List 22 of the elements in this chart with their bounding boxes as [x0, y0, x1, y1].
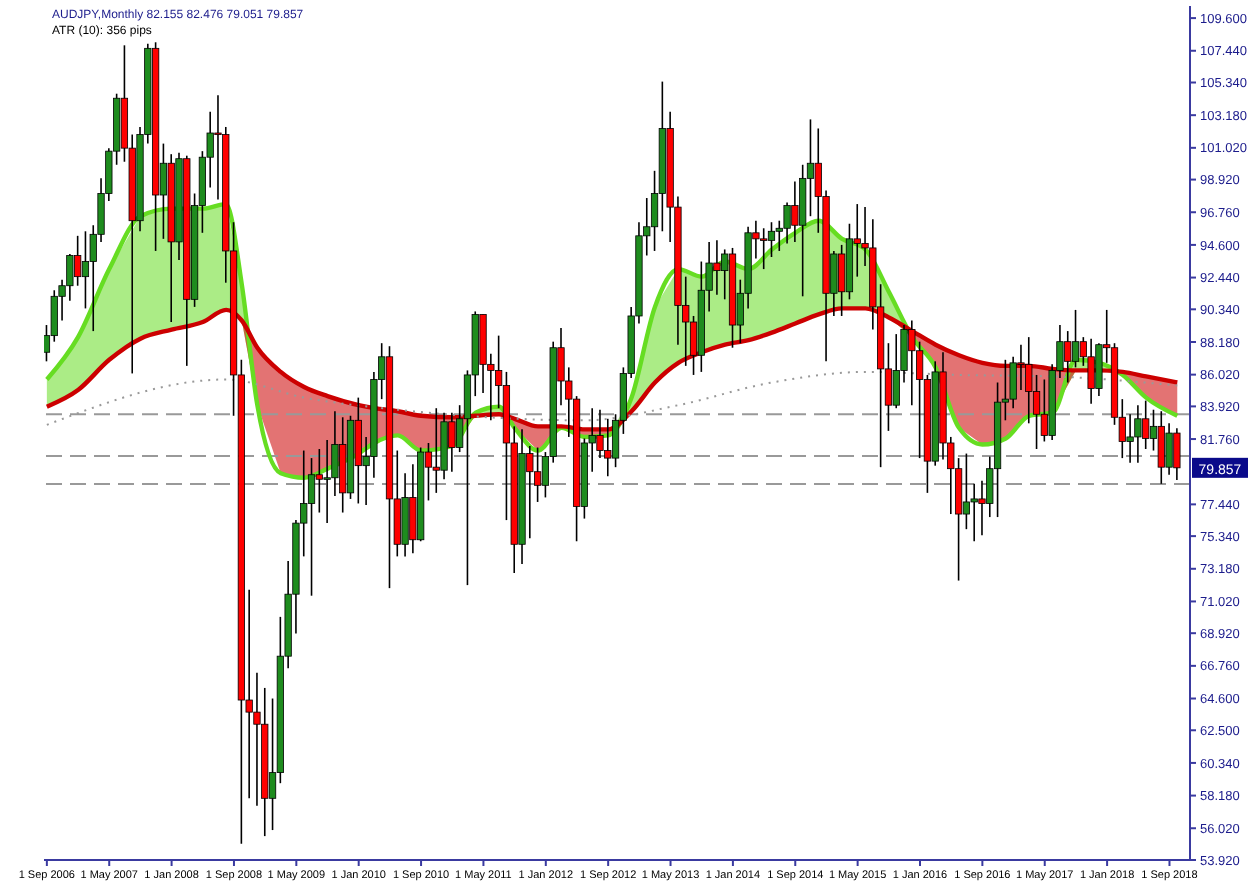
candlestick — [1165, 422, 1173, 476]
candlestick — [307, 457, 316, 597]
candlestick — [1064, 330, 1072, 384]
candlestick — [1173, 427, 1181, 481]
candlestick — [432, 407, 440, 494]
candlestick — [1040, 378, 1048, 443]
candlestick — [1157, 410, 1165, 485]
candlestick — [1134, 404, 1142, 464]
candlestick — [1087, 337, 1095, 405]
candlestick — [838, 244, 846, 317]
candlestick — [448, 411, 456, 473]
candlestick — [791, 180, 799, 243]
line-series — [44, 306, 1180, 432]
candlestick — [760, 227, 768, 270]
candlestick — [713, 239, 721, 296]
candlestick — [767, 221, 776, 258]
candlestick — [354, 396, 362, 505]
candlestick — [1126, 413, 1134, 464]
candlestick — [1071, 309, 1080, 369]
candlestick — [892, 333, 900, 409]
candlestick — [526, 445, 534, 540]
candlestick — [604, 417, 612, 478]
